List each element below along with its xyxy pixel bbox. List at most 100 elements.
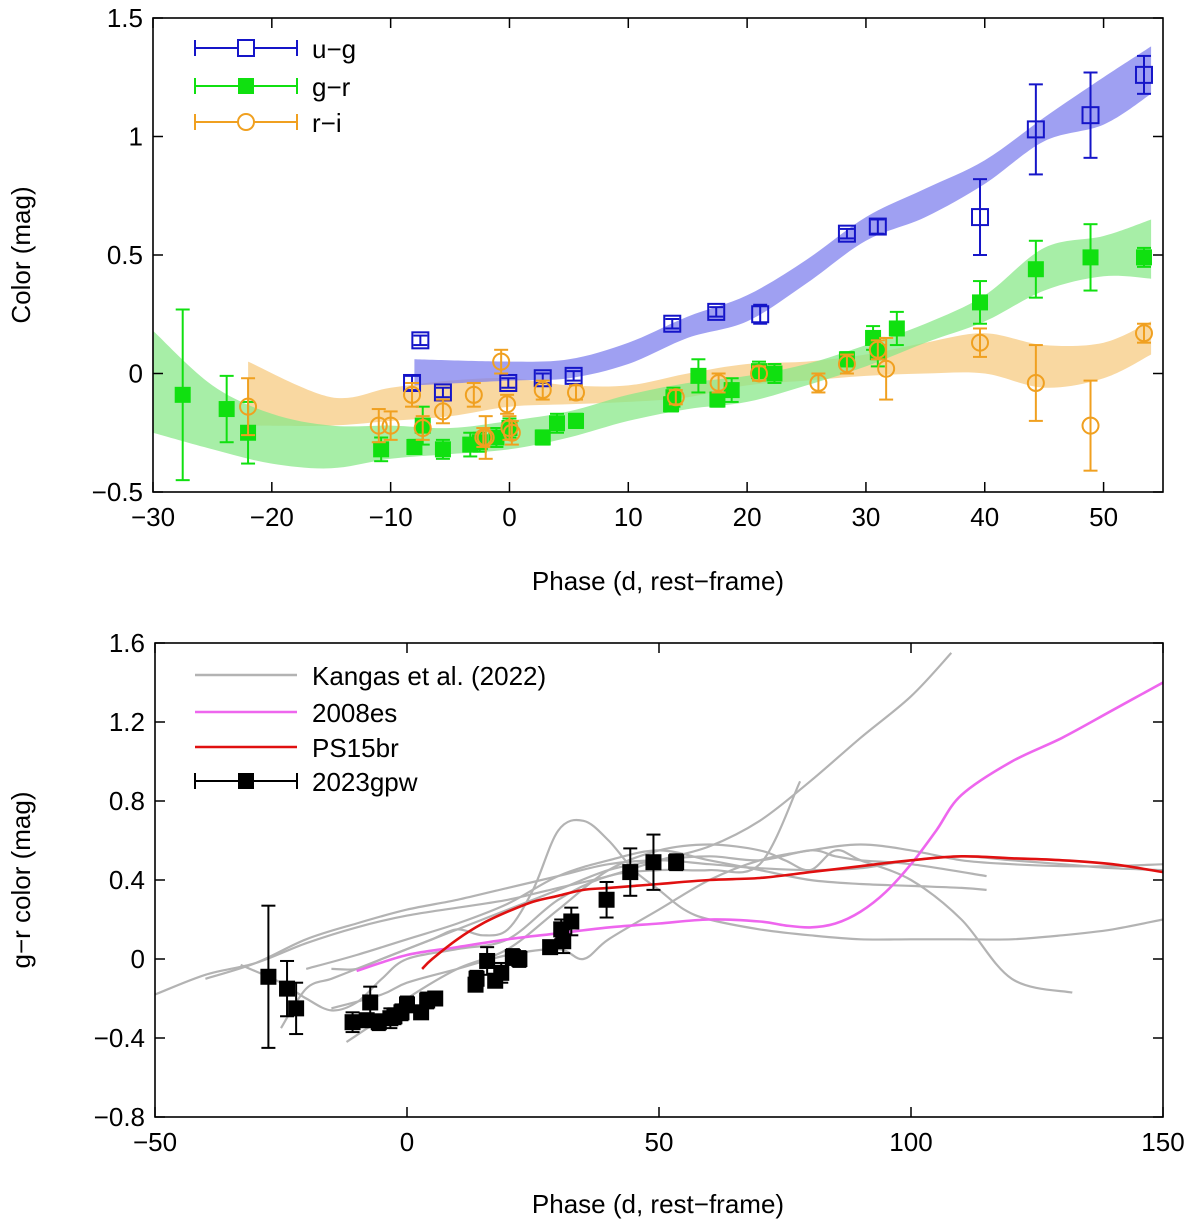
g-r-point [709,391,726,408]
top-series [174,54,1153,482]
2023gpw-point [493,964,510,981]
2023gpw-point [668,854,685,871]
2023gpw-point [598,891,615,908]
band-g-r [153,219,1152,469]
2023gpw-point [399,996,415,1013]
bottom-plot-frame [154,642,1164,1118]
legend-label-ps15br: PS15br [312,733,399,763]
top-legend: u−g g−r r−i [194,34,356,138]
u-g-point [868,217,887,236]
top-y-tick-label: 1.5 [107,3,143,33]
legend-label-u-g: u−g [312,34,356,64]
bottom-panel: −50 0 50 100 150 −0.8 −0.4 0 0.4 0.8 1.2 1.6 Phase… [6,628,1185,1219]
r-i-point [868,340,887,359]
u-g-point [663,314,682,333]
g-r-point [1027,261,1044,278]
r-i-point [533,381,552,400]
2023gpw-point [555,933,572,950]
g-r-point [723,382,740,399]
r-i-point [567,383,586,402]
2023gpw-point [358,1012,375,1029]
top-y-axis-label: Color (mag) [6,186,36,323]
legend-marker-r-i [237,113,255,131]
bottom-y-tick-label: 0.8 [109,786,145,816]
2023gpw-point [511,951,528,967]
bottom-x-tick-label: 0 [400,1127,414,1157]
r-i-point [1081,416,1100,435]
bottom-y-tick-label: 0.4 [109,865,145,895]
g-r-point [373,441,390,458]
g-r-point [218,401,235,418]
r-i-point [1026,373,1045,392]
g-r-point [174,386,191,403]
bottom-y-tick-label: −0.4 [94,1023,145,1053]
u-g-point [707,302,726,321]
legend-marker-2023gpw [238,773,254,789]
r-i-point [877,359,896,378]
top-x-tick-label: 40 [970,502,999,532]
r-i-point [971,333,990,352]
r-i-point [837,355,856,374]
g-r-point [534,429,551,446]
r-i-point [709,373,728,392]
g-r-point [568,412,585,429]
bottom-y-tick-label: −0.8 [94,1102,145,1132]
bottom-points [260,833,685,1049]
u-g-point [971,208,990,227]
legend-entry-2008es: 2008es [195,698,397,728]
2023gpw-point [645,854,662,871]
top-x-tick-label: 30 [851,502,880,532]
legend-entry-2023gpw: 2023gpw [194,767,418,797]
r-i-point [239,397,258,416]
u-g-point [1134,65,1153,84]
r-i-point [492,352,511,371]
2023gpw-point [260,968,277,985]
r-i-point [498,395,517,414]
2023gpw-point [344,1014,361,1031]
u-g-point [411,331,430,350]
legend-label-g-r: g−r [312,72,351,102]
u-g-point [1081,106,1100,125]
2023gpw-point [288,1000,305,1017]
r-i-point [413,419,432,438]
bottom-x-tick-label: 50 [645,1127,674,1157]
top-y-tick-label: 0.5 [107,240,143,270]
top-x-tick-label: −30 [131,502,175,532]
2023gpw-point [279,980,296,997]
u-g-point [1026,120,1045,139]
bottom-y-tick-label: 1.2 [109,707,145,737]
legend-entry-u-g: u−g [194,34,356,64]
2023gpw-point [427,990,444,1007]
2023gpw-point [542,939,559,956]
r-i-point [809,373,828,392]
g-r-point [434,441,451,458]
g-r-point [766,365,783,382]
top-x-tick-label: 20 [733,502,762,532]
legend-entry-kangas: Kangas et al. (2022) [195,661,546,691]
g-r-point [972,294,989,311]
g-r-point [406,438,423,455]
top-panel: −30 −20 −10 0 10 20 30 40 50 −0.5 0 0.5 1 1.5 Phase … [6,3,1164,596]
kangas-curve [345,843,1073,1043]
r-i-point [464,385,483,404]
top-y-tick-label: 0 [129,359,143,389]
legend-marker-u-g [237,39,255,57]
r-i-point [369,416,388,435]
g-r-point [1082,249,1099,266]
u-g-point [837,224,856,243]
legend-entry-ps15br: PS15br [195,733,399,763]
top-y-axis: −0.5 0 0.5 1 1.5 [92,3,1163,507]
r-i-point [433,402,452,421]
bottom-y-axis: −0.8 −0.4 0 0.4 0.8 1.2 1.6 [94,628,1163,1132]
bottom-x-tick-label: 150 [1141,1127,1184,1157]
legend-entry-r-i: r−i [194,108,342,138]
bottom-legend: Kangas et al. (2022) 2008es PS15br 2023g… [194,661,546,797]
top-x-axis: −30 −20 −10 0 10 20 30 40 50 [131,18,1118,532]
2023gpw-point [479,952,496,969]
g-r-point [549,415,565,432]
top-x-tick-label: 10 [614,502,643,532]
legend-marker-g-r [238,78,254,94]
kangas-curve [280,849,987,1029]
kangas-curve [205,855,1163,980]
bottom-y-axis-label: g−r color (mag) [6,792,36,969]
